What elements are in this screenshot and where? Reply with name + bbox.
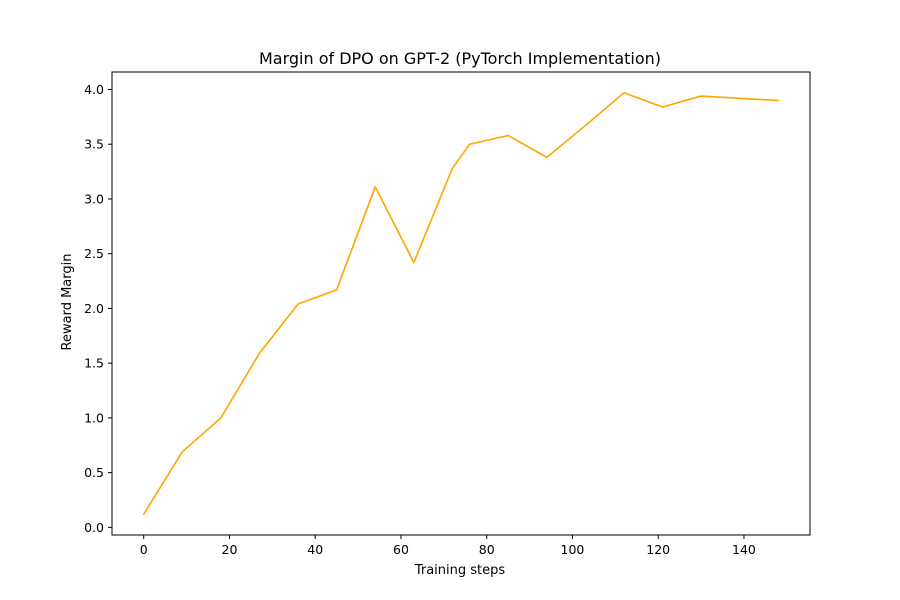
y-tick-label: 2.5 — [84, 246, 104, 261]
y-tick-label: 3.5 — [84, 137, 104, 152]
x-tick-label: 80 — [479, 542, 495, 557]
y-tick-label: 1.0 — [84, 410, 104, 425]
x-tick-label: 140 — [732, 542, 756, 557]
x-axis-ticks: 0 20 40 60 80 100 120 140 — [140, 535, 756, 557]
x-tick-label: 20 — [222, 542, 238, 557]
chart-title: Margin of DPO on GPT-2 (PyTorch Implemen… — [259, 49, 661, 68]
y-tick-label: 4.0 — [84, 82, 104, 97]
y-tick-label: 3.0 — [84, 191, 104, 206]
series-line-0 — [142, 92, 780, 516]
plot-area — [111, 71, 811, 536]
x-tick-label: 100 — [561, 542, 585, 557]
series-group — [142, 92, 780, 516]
y-tick-label: 0.0 — [84, 520, 104, 535]
x-tick-label: 0 — [140, 542, 148, 557]
x-axis-label: Training steps — [414, 563, 506, 578]
x-tick-label: 60 — [393, 542, 409, 557]
y-axis-label: Reward Margin — [60, 254, 75, 351]
x-tick-label: 40 — [307, 542, 323, 557]
x-tick-label: 120 — [646, 542, 670, 557]
y-tick-label: 0.5 — [84, 465, 104, 480]
plot-frame — [111, 71, 811, 536]
y-tick-label: 2.0 — [84, 301, 104, 316]
y-axis-ticks: 0.0 0.5 1.0 1.5 2.0 2.5 3.0 3.5 4.0 — [84, 82, 112, 535]
y-tick-label: 1.5 — [84, 356, 104, 371]
